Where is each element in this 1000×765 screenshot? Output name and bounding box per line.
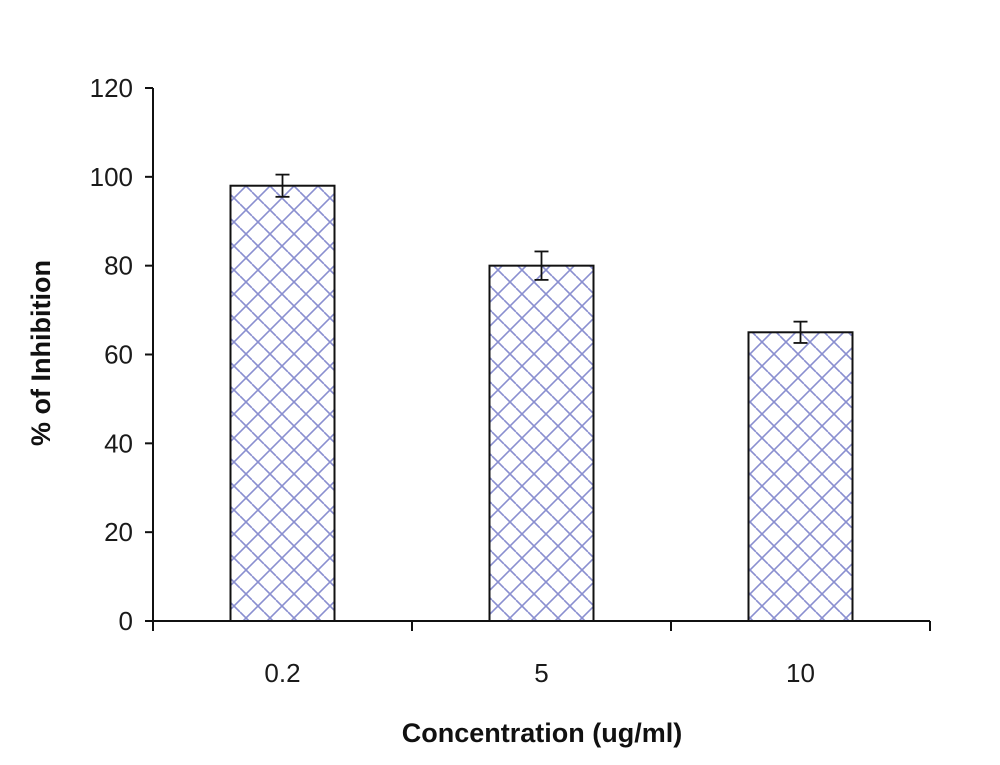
x-axis-title: Concentration (ug/ml) bbox=[402, 718, 682, 748]
y-tick-label: 60 bbox=[104, 340, 133, 370]
x-tick-label: 10 bbox=[786, 658, 815, 688]
bar bbox=[488, 264, 595, 622]
x-tick-label: 0.2 bbox=[264, 658, 300, 688]
y-tick-label: 40 bbox=[104, 428, 133, 458]
y-tick-label: 100 bbox=[90, 162, 133, 192]
y-axis-title: % of Inhibition bbox=[26, 260, 56, 446]
bars-group bbox=[229, 184, 854, 622]
y-tick-label: 120 bbox=[90, 73, 133, 103]
y-tick-label: 20 bbox=[104, 517, 133, 547]
x-tick-label: 5 bbox=[534, 658, 548, 688]
y-axis: 0 20 40 60 80 100 120 bbox=[90, 73, 154, 636]
bar bbox=[229, 184, 336, 622]
y-tick-label: 0 bbox=[119, 606, 133, 636]
bar bbox=[747, 331, 854, 622]
x-axis: 0.2 5 10 bbox=[152, 620, 931, 688]
y-tick-label: 80 bbox=[104, 251, 133, 281]
error-bars-group bbox=[275, 173, 808, 344]
